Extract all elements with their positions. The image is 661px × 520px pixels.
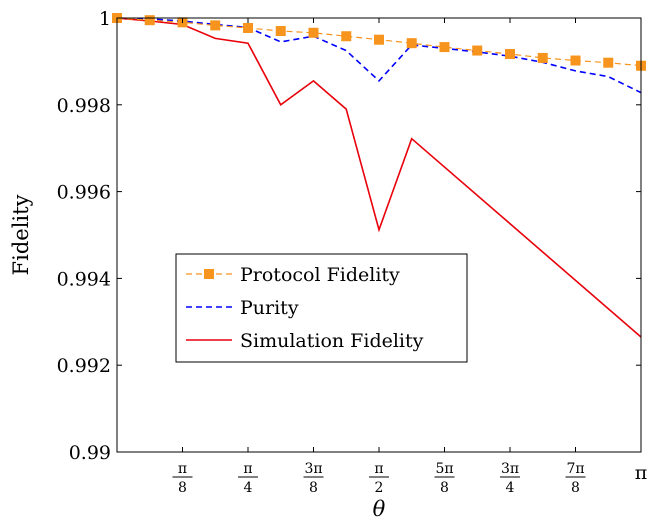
y-axis-label: Fidelity: [9, 194, 33, 275]
data-point-marker: [144, 15, 155, 26]
x-tick-denominator: 2: [375, 480, 384, 496]
x-tick-numerator: 3π: [501, 461, 519, 477]
x-tick-label: π: [635, 462, 648, 484]
legend-box: [175, 253, 468, 363]
data-point-marker: [341, 31, 352, 42]
data-point-marker: [308, 27, 319, 38]
x-tick-denominator: 4: [506, 480, 515, 496]
x-tick-numerator: 7π: [566, 461, 584, 477]
legend-label: Purity: [240, 297, 299, 319]
y-tick-label: 0.99: [69, 442, 111, 464]
x-tick-denominator: 8: [309, 480, 318, 496]
series-line-purity: [116, 17, 642, 94]
x-tick-label: π4: [238, 461, 259, 496]
plot-frame: [116, 17, 642, 453]
x-tick-label: 5π8: [434, 461, 455, 496]
data-point-marker: [505, 49, 516, 60]
x-tick-label: 3π4: [500, 461, 521, 496]
data-point-marker: [603, 57, 614, 68]
y-tick-label: 0.998: [57, 95, 111, 117]
data-point-marker: [439, 42, 450, 53]
y-tick-label: 1: [99, 8, 111, 30]
x-tick-denominator: 8: [178, 480, 187, 496]
data-point-marker: [210, 20, 221, 31]
x-tick-numerator: π: [374, 461, 383, 477]
x-tick-numerator: π: [243, 461, 252, 477]
x-axis-label: θ: [373, 497, 386, 520]
x-tick-label: π8: [172, 461, 193, 496]
x-tick-numerator: π: [178, 461, 187, 477]
data-point-marker: [472, 45, 483, 56]
data-point-marker: [537, 52, 548, 63]
data-point-marker: [374, 34, 385, 45]
x-tick-denominator: 4: [244, 480, 253, 496]
series-line-simulation-fidelity: [116, 17, 642, 338]
data-point-marker: [275, 26, 286, 37]
x-tick-label: 3π8: [303, 461, 324, 496]
x-tick-label: 7π8: [565, 461, 586, 496]
legend-label: Simulation Fidelity: [240, 330, 424, 352]
legend-label: Protocol Fidelity: [240, 264, 400, 286]
x-tick-numerator: 3π: [304, 461, 322, 477]
y-tick-label: 0.996: [57, 182, 111, 204]
x-tick-label: π2: [369, 461, 390, 496]
data-point-marker: [243, 22, 254, 33]
legend: Protocol Fidelity Purity Simulation Fideli…: [175, 253, 468, 363]
legend-entry: Simulation Fidelity: [186, 330, 424, 352]
legend-entry: Purity: [186, 297, 299, 319]
data-point-marker: [406, 38, 417, 49]
x-tick-numerator: 5π: [435, 461, 453, 477]
legend-entry: Protocol Fidelity: [186, 264, 400, 286]
y-tick-label: 0.994: [57, 268, 111, 290]
y-tick-label: 0.992: [57, 355, 111, 377]
data-point-marker: [570, 55, 581, 66]
x-tick-denominator: 8: [440, 480, 449, 496]
legend-marker: [204, 269, 214, 279]
x-tick-denominator: 8: [571, 480, 580, 496]
